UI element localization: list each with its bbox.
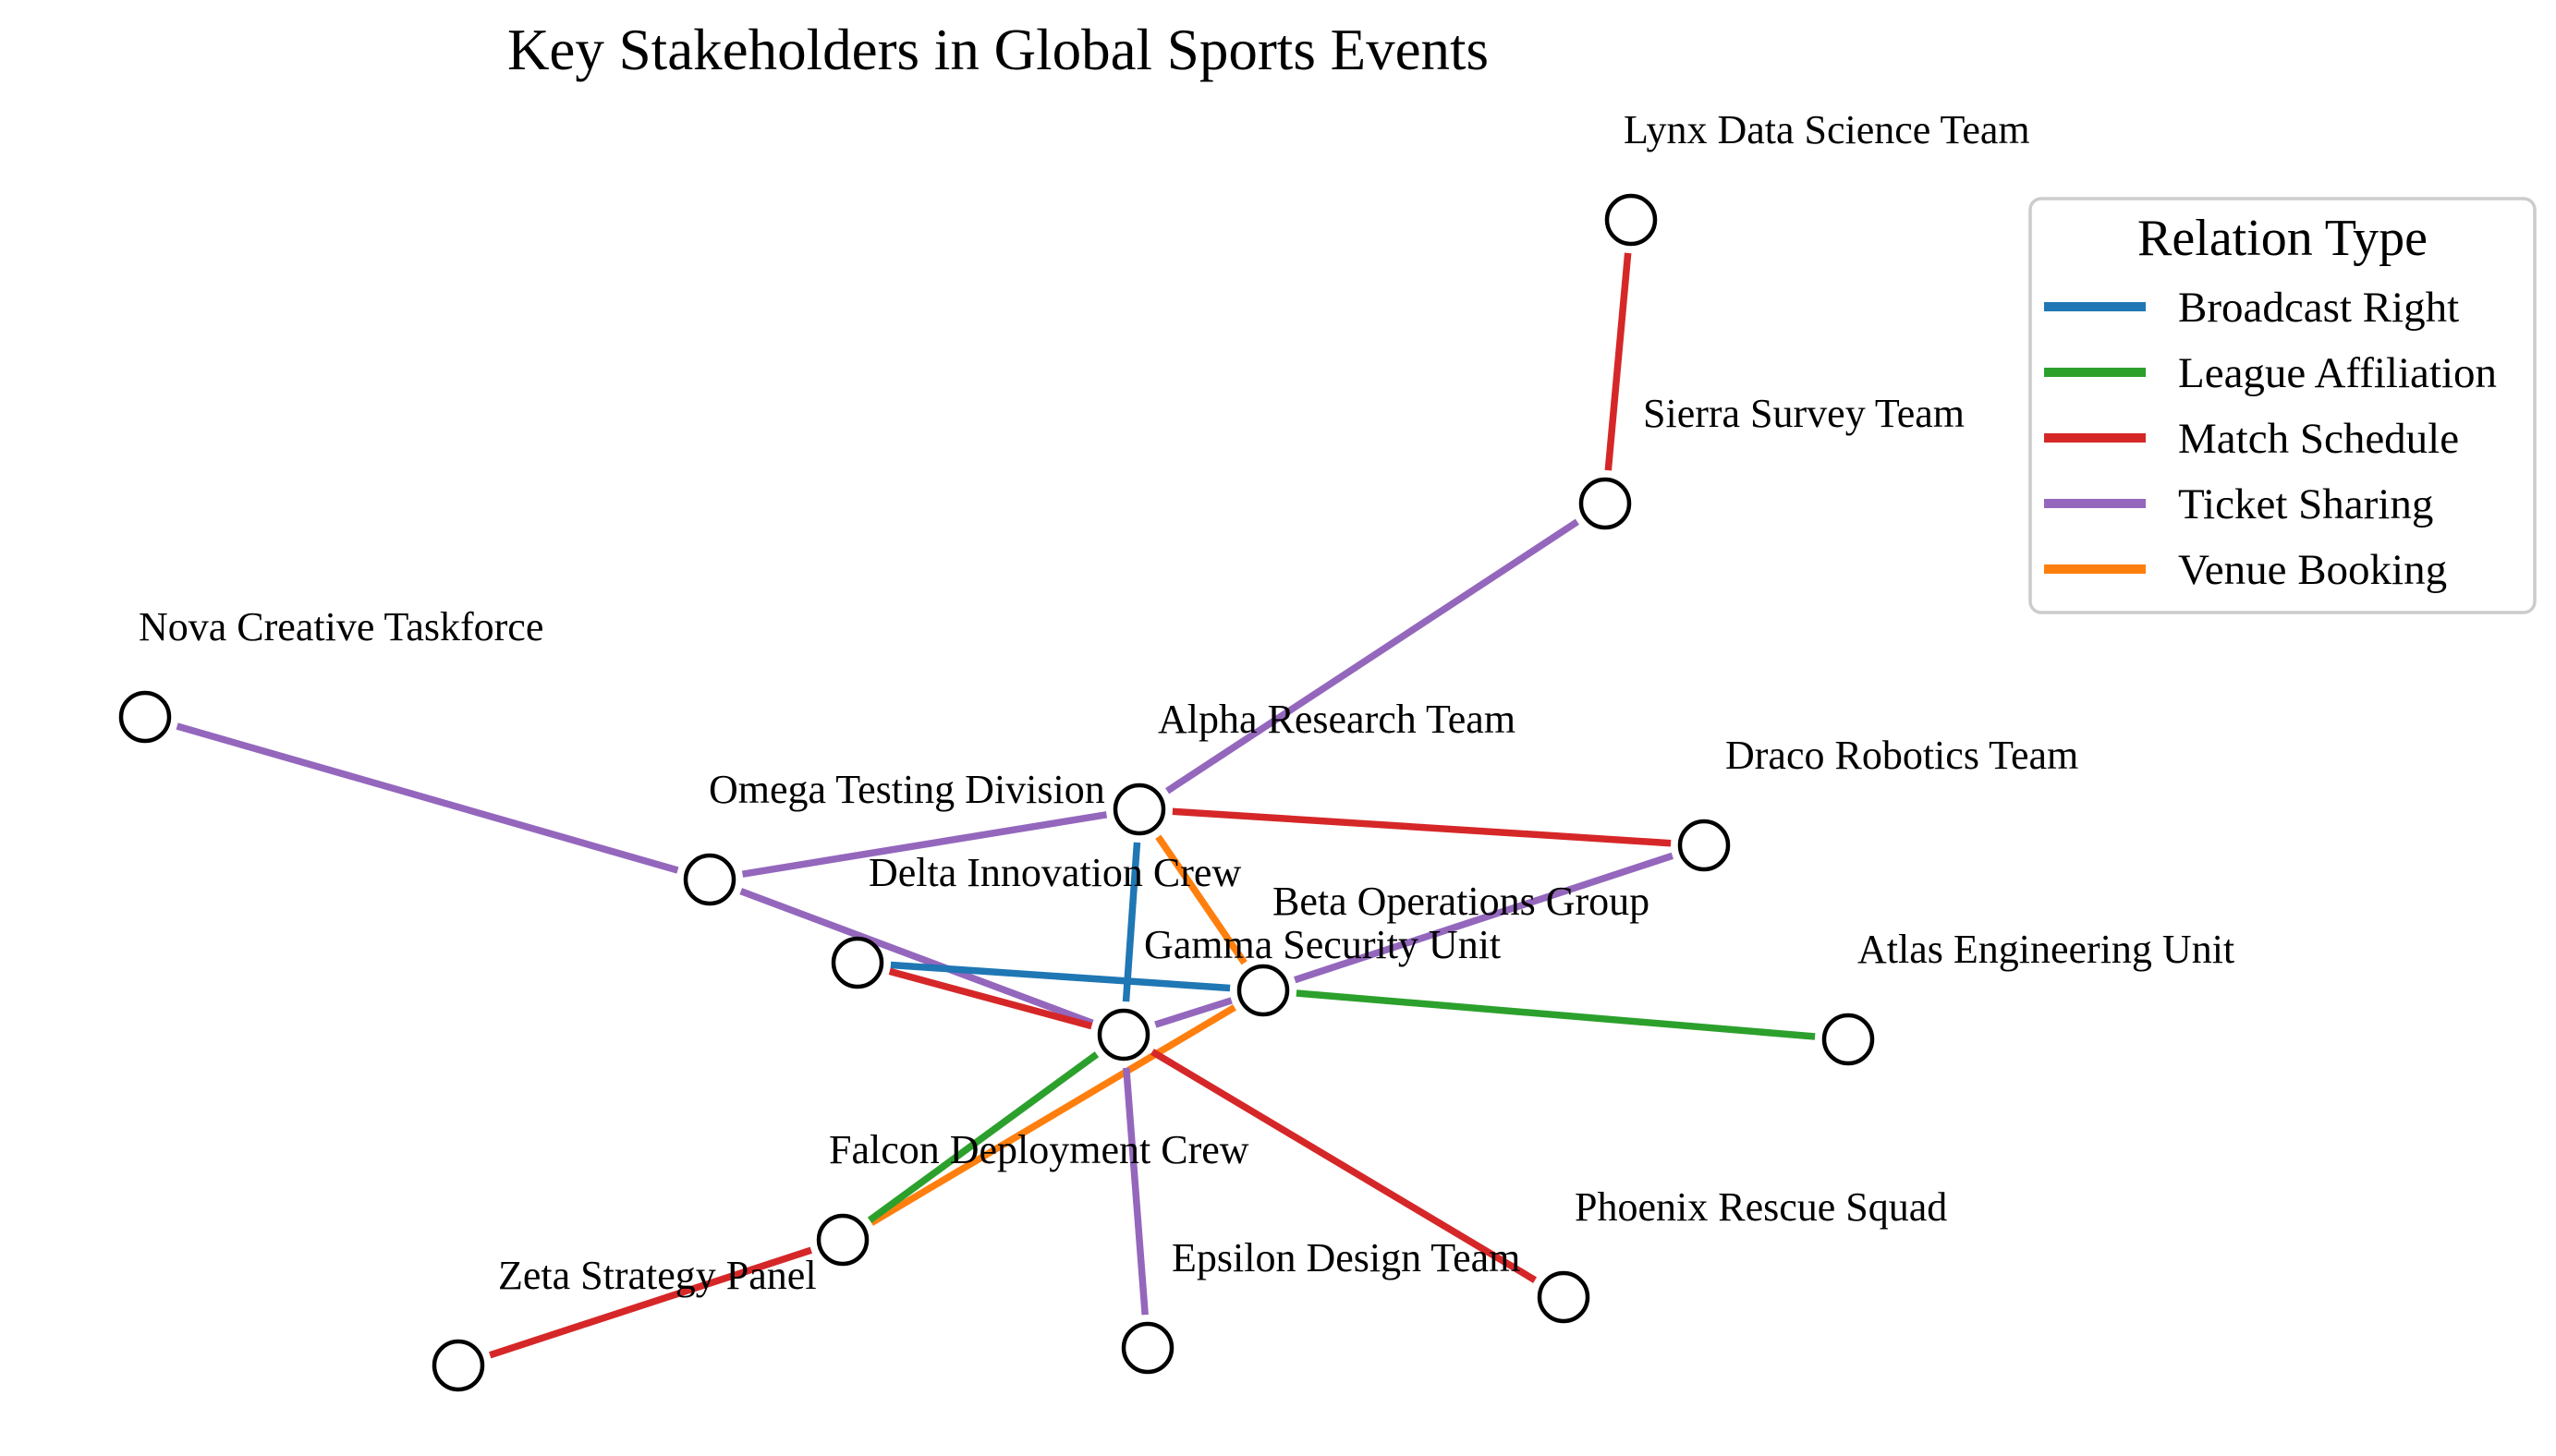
node-delta	[831, 936, 884, 989]
edge-omega-gamma	[739, 888, 1094, 1026]
node-label-omega: Omega Testing Division	[709, 767, 1105, 812]
node-epsilon	[1121, 1321, 1175, 1375]
edge-alpha-draco	[1172, 807, 1672, 847]
node-phoenix	[1537, 1270, 1590, 1324]
node-label-gamma: Gamma Security Unit	[1144, 922, 1501, 967]
legend-frame	[2028, 197, 2537, 614]
legend: Relation Type Broadcast Right League Affi…	[2028, 197, 2537, 614]
node-label-falcon: Falcon Deployment Crew	[829, 1127, 1249, 1172]
edge-falcon-zeta	[489, 1246, 812, 1359]
nodes-layer	[118, 193, 1875, 1392]
edge-nova-omega	[176, 722, 679, 874]
node-falcon	[816, 1213, 870, 1267]
edge-delta-gamma	[888, 967, 1093, 1030]
node-label-epsilon: Epsilon Design Team	[1172, 1235, 1520, 1280]
node-label-lynx: Lynx Data Science Team	[1624, 107, 2030, 152]
node-label-sierra: Sierra Survey Team	[1643, 391, 1965, 436]
node-atlas	[1821, 1013, 1875, 1066]
edge-beta-gamma	[1154, 997, 1233, 1028]
edge-alpha-beta	[1155, 834, 1248, 965]
node-gamma	[1097, 1008, 1150, 1062]
node-omega	[683, 853, 736, 906]
node-zeta	[432, 1339, 485, 1392]
edge-omega-alpha	[741, 811, 1108, 878]
node-beta	[1236, 964, 1290, 1017]
legend-label-0: Broadcast Right	[2178, 284, 2459, 332]
node-label-delta: Delta Innovation Crew	[869, 850, 1241, 895]
node-label-beta: Beta Operations Group	[1272, 879, 1649, 924]
edge-gamma-epsilon	[1123, 1067, 1149, 1316]
node-alpha	[1113, 783, 1166, 836]
node-label-phoenix: Phoenix Rescue Squad	[1575, 1184, 1947, 1230]
edge-gamma-phoenix	[1150, 1049, 1538, 1283]
node-label-atlas: Atlas Engineering Unit	[1857, 927, 2234, 972]
edge-draco-beta	[1294, 852, 1674, 984]
node-label-nova: Nova Creative Taskforce	[139, 604, 543, 649]
labels-layer: Lynx Data Science Team Sierra Survey Team…	[139, 107, 2234, 1298]
chart-title: Key Stakeholders in Global Sports Events	[507, 18, 1489, 82]
edges-layer	[176, 252, 1816, 1359]
edge-gamma-falcon	[867, 1051, 1100, 1223]
node-draco	[1677, 819, 1731, 872]
edge-lynx-sierra	[1604, 252, 1632, 471]
node-label-zeta: Zeta Strategy Panel	[498, 1253, 817, 1298]
legend-entries: Broadcast Right League Affiliation Match S…	[2044, 284, 2497, 594]
edge-beta-atlas	[1296, 989, 1816, 1040]
node-label-alpha: Alpha Research Team	[1158, 697, 1515, 742]
node-sierra	[1578, 477, 1632, 530]
edge-beta-falcon	[870, 1004, 1236, 1226]
legend-label-4: Venue Booking	[2178, 546, 2447, 594]
legend-label-1: League Affiliation	[2178, 349, 2497, 397]
legend-title: Relation Type	[2137, 210, 2428, 267]
legend-label-3: Ticket Sharing	[2178, 480, 2433, 528]
edge-delta-beta	[890, 961, 1231, 992]
node-label-draco: Draco Robotics Team	[1725, 733, 2078, 778]
edge-alpha-gamma	[1122, 842, 1141, 1002]
legend-label-2: Match Schedule	[2178, 415, 2459, 463]
node-lynx	[1604, 193, 1658, 247]
node-nova	[118, 690, 172, 744]
edge-sierra-alpha	[1165, 518, 1579, 795]
